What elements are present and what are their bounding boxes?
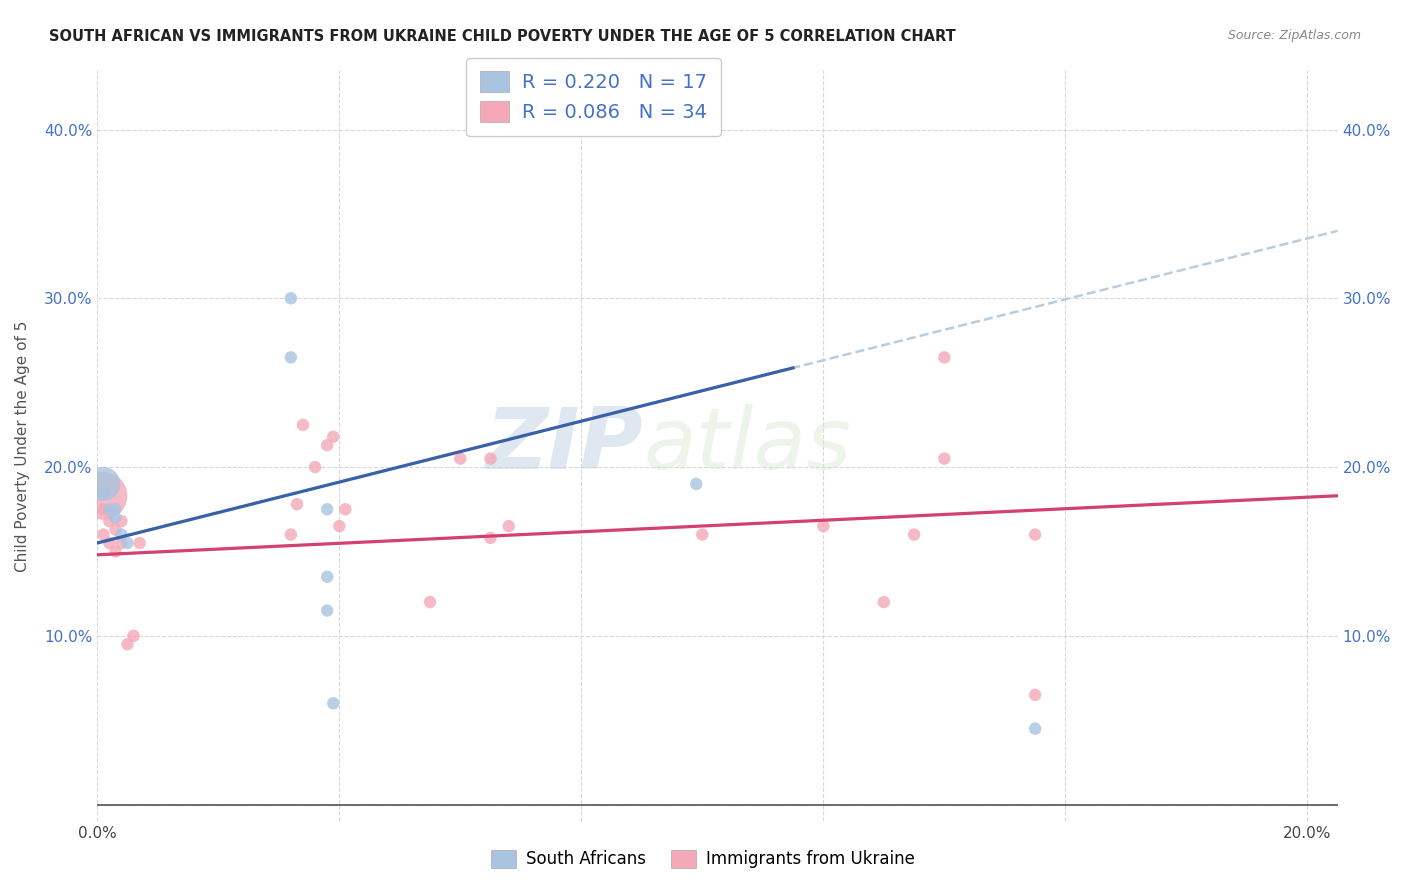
Point	[110, 536, 132, 550]
Point	[813, 519, 835, 533]
Point	[316, 502, 339, 516]
Text: ZIP: ZIP	[485, 404, 643, 487]
Point	[1024, 722, 1046, 736]
Point	[91, 527, 114, 541]
Point	[128, 536, 150, 550]
Point	[110, 527, 132, 541]
Text: atlas: atlas	[643, 404, 851, 487]
Point	[322, 430, 344, 444]
Point	[104, 510, 127, 524]
Point	[110, 514, 132, 528]
Legend: South Africans, Immigrants from Ukraine: South Africans, Immigrants from Ukraine	[482, 841, 924, 877]
Point	[449, 451, 471, 466]
Point	[903, 527, 925, 541]
Point	[498, 519, 520, 533]
Point	[104, 502, 127, 516]
Point	[934, 351, 956, 365]
Point	[873, 595, 896, 609]
Point	[335, 502, 357, 516]
Point	[291, 417, 314, 432]
Point	[419, 595, 441, 609]
Point	[934, 451, 956, 466]
Point	[479, 531, 502, 545]
Point	[1024, 527, 1046, 541]
Point	[280, 527, 302, 541]
Point	[692, 527, 714, 541]
Point	[117, 637, 139, 651]
Point	[104, 544, 127, 558]
Point	[91, 485, 114, 500]
Point	[98, 536, 121, 550]
Point	[285, 497, 308, 511]
Point	[316, 438, 339, 452]
Point	[104, 523, 127, 537]
Point	[316, 603, 339, 617]
Point	[98, 502, 121, 516]
Text: Source: ZipAtlas.com: Source: ZipAtlas.com	[1227, 29, 1361, 43]
Legend: R = 0.220   N = 17, R = 0.086   N = 34: R = 0.220 N = 17, R = 0.086 N = 34	[465, 58, 721, 136]
Point	[328, 519, 350, 533]
Point	[280, 291, 302, 305]
Point	[117, 536, 139, 550]
Point	[91, 489, 114, 503]
Text: SOUTH AFRICAN VS IMMIGRANTS FROM UKRAINE CHILD POVERTY UNDER THE AGE OF 5 CORREL: SOUTH AFRICAN VS IMMIGRANTS FROM UKRAINE…	[49, 29, 956, 45]
Point	[685, 477, 707, 491]
Y-axis label: Child Poverty Under the Age of 5: Child Poverty Under the Age of 5	[15, 320, 30, 572]
Point	[1024, 688, 1046, 702]
Point	[98, 514, 121, 528]
Point	[280, 351, 302, 365]
Point	[322, 696, 344, 710]
Point	[479, 451, 502, 466]
Point	[91, 502, 114, 516]
Point	[304, 460, 326, 475]
Point	[122, 629, 145, 643]
Point	[316, 570, 339, 584]
Point	[91, 477, 114, 491]
